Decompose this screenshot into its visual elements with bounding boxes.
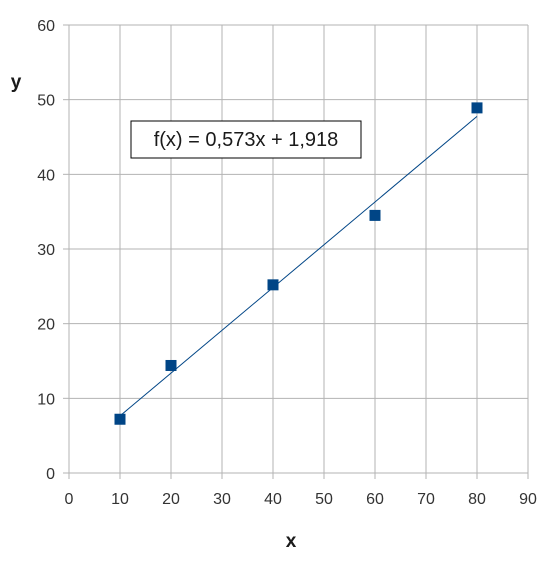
y-tick-label: 60 bbox=[37, 18, 55, 35]
y-tick-label: 50 bbox=[37, 93, 55, 110]
trendline-equation: f(x) = 0,573x + 1,918 bbox=[154, 129, 339, 151]
grid bbox=[68, 24, 529, 474]
data-points bbox=[114, 102, 483, 425]
axes bbox=[63, 24, 529, 479]
data-point bbox=[471, 102, 483, 114]
x-tick-labels: 0 10 20 30 40 50 60 70 80 90 bbox=[65, 491, 537, 508]
x-tick-label: 30 bbox=[213, 491, 231, 508]
trendline-equation-box: f(x) = 0,573x + 1,918 bbox=[130, 120, 362, 159]
y-tick-labels: 0 10 20 30 40 50 60 bbox=[37, 18, 55, 483]
x-tick-label: 0 bbox=[65, 491, 74, 508]
trendline bbox=[119, 116, 478, 417]
y-tick-label: 10 bbox=[37, 391, 55, 408]
data-point bbox=[267, 279, 279, 291]
x-tick-label: 10 bbox=[111, 491, 129, 508]
x-tick-label: 50 bbox=[315, 491, 333, 508]
x-tick-label: 70 bbox=[417, 491, 435, 508]
y-tick-label: 40 bbox=[37, 167, 55, 184]
x-axis-label: x bbox=[286, 531, 297, 552]
y-tick-label: 0 bbox=[46, 466, 55, 483]
x-tick-label: 40 bbox=[264, 491, 282, 508]
x-tick-label: 80 bbox=[468, 491, 486, 508]
y-axis-label: y bbox=[11, 72, 22, 93]
x-tick-label: 20 bbox=[162, 491, 180, 508]
x-tick-label: 60 bbox=[366, 491, 384, 508]
y-tick-label: 30 bbox=[37, 242, 55, 259]
trendline-group bbox=[119, 116, 478, 417]
x-tick-label: 90 bbox=[519, 491, 537, 508]
y-tick-label: 20 bbox=[37, 317, 55, 334]
data-point bbox=[369, 209, 381, 221]
data-point bbox=[165, 359, 177, 371]
data-point bbox=[114, 413, 126, 425]
equation-box-border bbox=[130, 120, 362, 159]
